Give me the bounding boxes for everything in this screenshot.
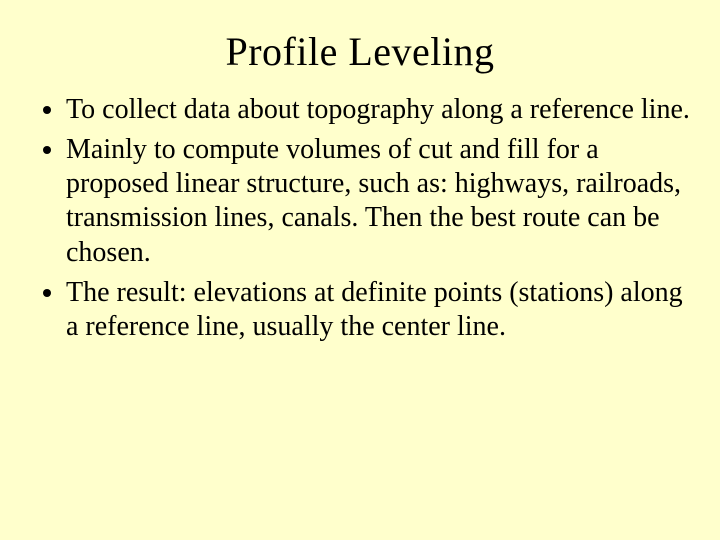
list-item: To collect data about topography along a… <box>66 93 690 127</box>
bullet-list: To collect data about topography along a… <box>30 93 690 344</box>
list-item: The result: elevations at definite point… <box>66 276 690 344</box>
slide: Profile Leveling To collect data about t… <box>0 0 720 540</box>
list-item: Mainly to compute volumes of cut and fil… <box>66 133 690 270</box>
slide-title: Profile Leveling <box>30 28 690 75</box>
